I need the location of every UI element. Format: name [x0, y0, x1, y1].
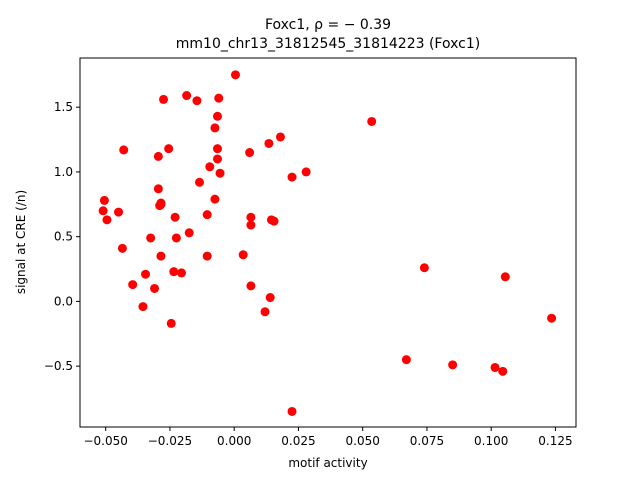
x-tick-label: −0.025 — [148, 434, 192, 448]
data-point — [128, 280, 138, 290]
data-point — [215, 168, 225, 178]
x-tick-label: 0.075 — [410, 434, 444, 448]
data-point — [156, 251, 166, 261]
data-point — [287, 406, 297, 416]
data-point — [260, 307, 270, 317]
y-axis-ticks: −0.5 0.0 0.5 1.0 1.5 — [44, 100, 80, 373]
data-point — [164, 144, 174, 154]
y-tick-label: 1.0 — [54, 165, 73, 179]
x-tick-label: −0.050 — [83, 434, 127, 448]
data-point — [205, 162, 215, 172]
data-point — [246, 212, 256, 222]
data-point — [500, 272, 510, 282]
data-point — [212, 144, 222, 154]
plot-frame — [79, 57, 577, 428]
data-point — [448, 360, 458, 370]
y-tick-label: −0.5 — [44, 359, 73, 373]
data-point — [245, 148, 255, 158]
data-point — [301, 167, 311, 177]
data-point — [102, 215, 112, 225]
data-point — [212, 154, 222, 164]
y-tick-label: 1.5 — [54, 100, 73, 114]
chart-title-line2: mm10_chr13_31812545_31814223 (Foxc1) — [176, 36, 480, 52]
data-point — [169, 267, 179, 277]
data-point — [177, 268, 187, 278]
data-point — [238, 250, 248, 260]
data-point — [170, 212, 180, 222]
data-point — [141, 269, 151, 279]
y-tick-label: 0.5 — [54, 230, 73, 244]
data-point — [98, 206, 108, 216]
x-tick-label: 0.125 — [538, 434, 572, 448]
data-point — [212, 111, 222, 121]
data-point — [230, 70, 240, 80]
x-tick-label: 0.025 — [281, 434, 315, 448]
x-tick-label: 0.100 — [474, 434, 508, 448]
x-axis-ticks: −0.050 −0.025 0.000 0.025 0.050 0.075 0.100 0.1… — [83, 427, 573, 448]
data-point — [210, 123, 220, 133]
data-point — [401, 355, 411, 365]
data-point — [159, 94, 169, 104]
data-point — [114, 207, 124, 217]
data-point — [150, 283, 160, 293]
data-point — [214, 93, 224, 103]
data-point — [246, 220, 256, 230]
data-point — [182, 91, 192, 101]
data-point — [419, 263, 429, 273]
data-point — [195, 177, 205, 187]
data-point — [275, 132, 285, 142]
data-point — [202, 251, 212, 261]
data-point — [264, 138, 274, 148]
data-point — [171, 233, 181, 243]
x-axis-label: motif activity — [288, 456, 367, 470]
data-point — [367, 116, 377, 126]
data-point — [184, 228, 194, 238]
data-point — [246, 281, 256, 291]
data-point — [146, 233, 156, 243]
data-point — [202, 210, 212, 220]
data-point — [547, 313, 557, 323]
data-point — [156, 199, 166, 209]
data-point — [498, 366, 508, 376]
data-point — [138, 302, 148, 312]
data-point — [119, 145, 129, 155]
data-point — [490, 362, 500, 372]
data-point — [117, 243, 127, 253]
data-points — [98, 70, 557, 416]
data-point — [210, 194, 220, 204]
chart-title-line1: Foxc1, ρ = − 0.39 — [265, 17, 391, 33]
data-point — [265, 293, 275, 303]
y-axis-label: signal at CRE (/n) — [14, 190, 28, 294]
data-point — [269, 216, 279, 226]
y-tick-label: 0.0 — [54, 294, 73, 308]
x-tick-label: 0.000 — [217, 434, 251, 448]
data-point — [99, 195, 109, 205]
data-point — [166, 318, 176, 328]
data-point — [287, 172, 297, 182]
x-tick-label: 0.050 — [346, 434, 380, 448]
data-point — [153, 184, 163, 194]
data-point — [192, 96, 202, 106]
data-point — [153, 151, 163, 161]
